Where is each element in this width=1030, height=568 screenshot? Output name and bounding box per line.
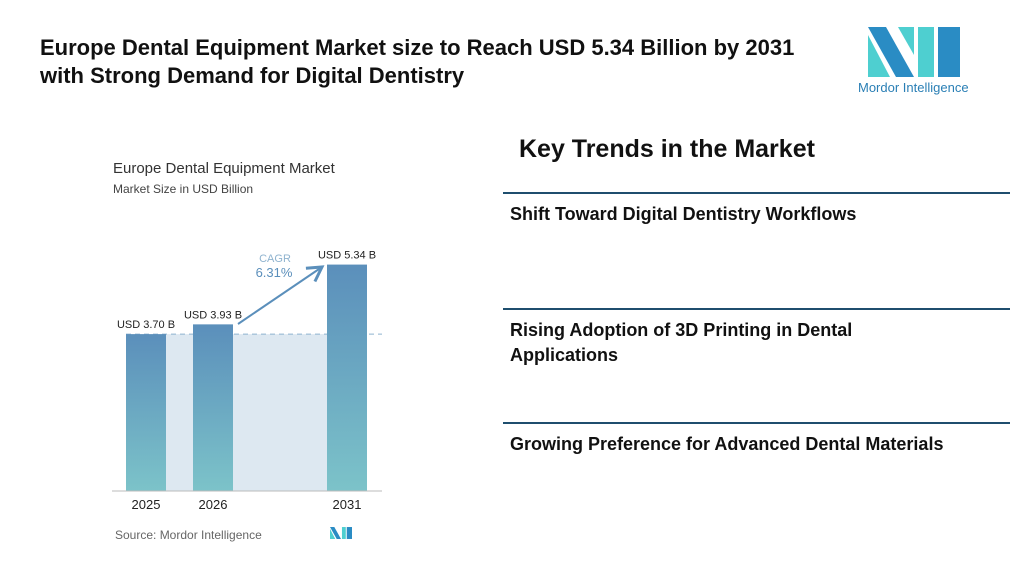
trend-item: Growing Preference for Advanced Dental M… [510,434,944,454]
cagr-value: 6.31% [256,265,293,280]
logo-text: Mordor Intelligence [858,80,969,95]
bar-2026 [193,324,233,491]
x-tick-label: 2025 [132,497,161,512]
cagr-label: CAGR [259,253,291,265]
mordor-logo-icon [868,27,960,82]
data-label: USD 5.34 B [318,250,376,262]
data-label: USD 3.93 B [184,309,242,321]
page-title: Europe Dental Equipment Market size to R… [40,35,795,88]
trends-heading: Key Trends in the Market [519,135,815,163]
bar-2031 [327,264,367,491]
trend-item: Rising Adoption of 3D Printing in Dental… [510,320,853,365]
divider [503,422,1010,424]
divider [503,308,1010,310]
trend-item: Shift Toward Digital Dentistry Workflows [510,204,857,224]
x-tick-label: 2031 [333,497,362,512]
x-tick-label: 2026 [199,497,228,512]
chart-title: Europe Dental Equipment Market [113,160,335,177]
baseline-shade [166,334,327,491]
bar-chart: USD 3.70 B 2025 USD 3.93 B 2026 USD 5.34 B 20… [112,250,382,512]
bar-2025 [126,334,166,491]
cagr-arrow [237,265,325,325]
divider [503,192,1010,194]
mordor-small-logo-icon [330,526,352,545]
data-label: USD 3.70 B [117,319,175,331]
chart-subtitle: Market Size in USD Billion [113,182,254,196]
chart-source: Source: Mordor Intelligence [115,528,262,542]
